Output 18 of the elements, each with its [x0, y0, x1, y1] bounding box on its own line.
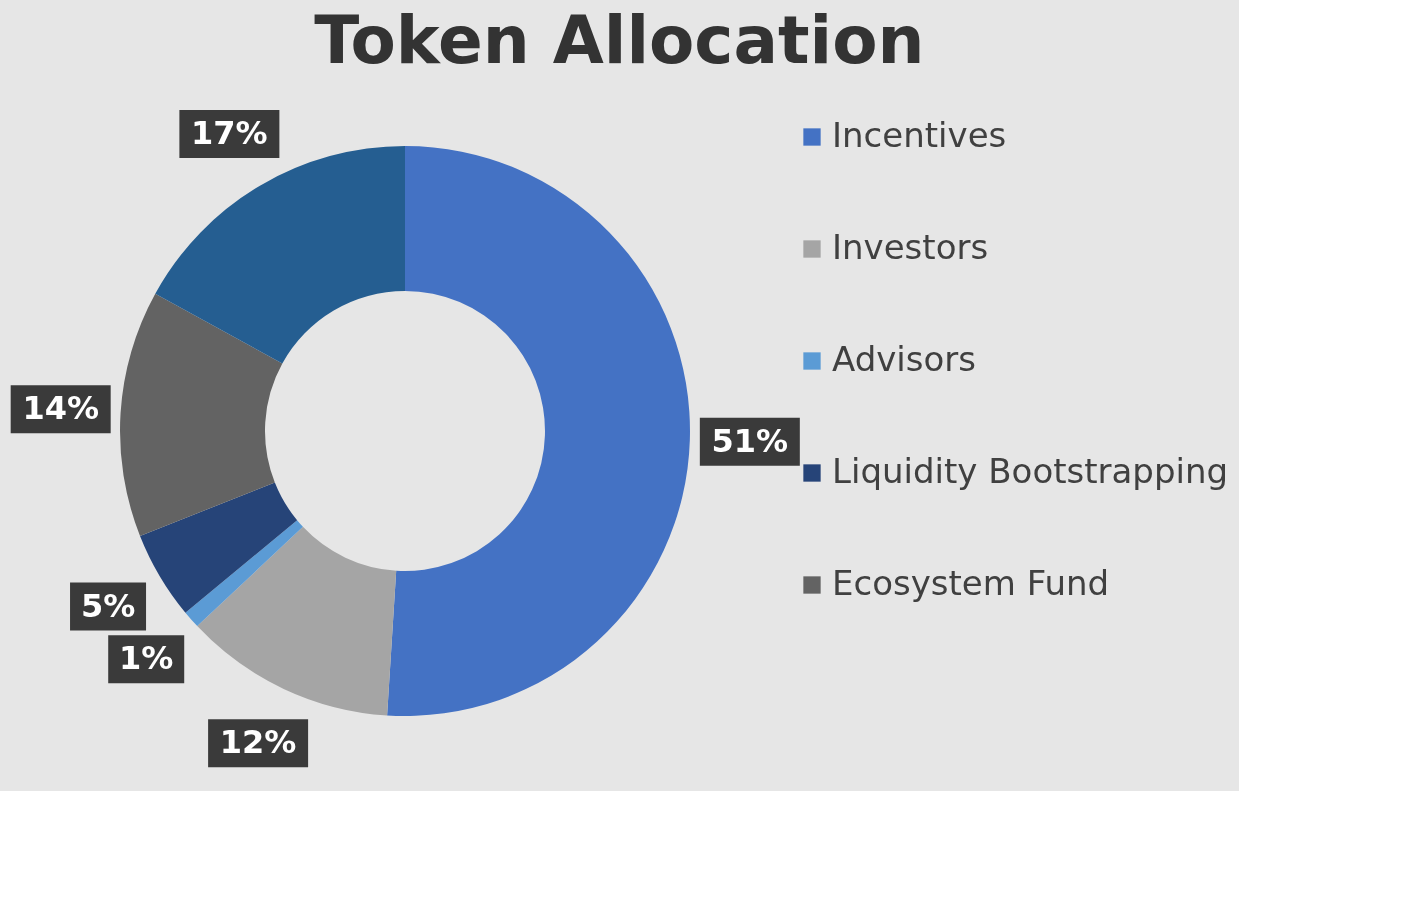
data-label: 12%	[219, 723, 297, 762]
donut-slice	[120, 293, 283, 536]
legend-label: Investors	[832, 227, 989, 267]
legend-label: Ecosystem Fund	[832, 563, 1110, 603]
legend-label: Incentives	[832, 115, 1007, 155]
chart-title: Token Allocation	[314, 2, 925, 79]
donut-slice	[197, 526, 397, 716]
donut-slice	[185, 520, 303, 627]
donut-slice	[140, 482, 298, 613]
data-label: 17%	[191, 114, 268, 153]
legend-label: Advisors	[832, 339, 977, 379]
data-label: 51%	[711, 421, 789, 460]
data-label: 5%	[80, 586, 136, 625]
data-label: 1%	[119, 639, 174, 678]
data-label: 14%	[22, 389, 99, 428]
donut-slice	[387, 146, 690, 716]
legend-label: Liquidity Bootstrapping	[832, 451, 1229, 491]
donut-slice	[155, 146, 405, 364]
